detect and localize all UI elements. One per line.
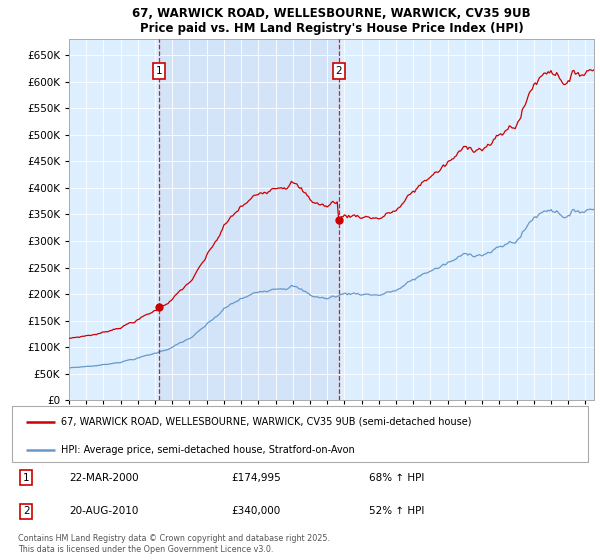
Text: 67, WARWICK ROAD, WELLESBOURNE, WARWICK, CV35 9UB (semi-detached house): 67, WARWICK ROAD, WELLESBOURNE, WARWICK,… [61,417,472,427]
Text: £174,995: £174,995 [231,473,281,483]
Text: HPI: Average price, semi-detached house, Stratford-on-Avon: HPI: Average price, semi-detached house,… [61,445,355,455]
Text: 22-MAR-2000: 22-MAR-2000 [70,473,139,483]
Text: 2: 2 [335,66,342,76]
Text: 52% ↑ HPI: 52% ↑ HPI [369,506,424,516]
Text: 2: 2 [23,506,30,516]
Bar [160,39,338,400]
Text: Contains HM Land Registry data © Crown copyright and database right 2025.
This d: Contains HM Land Registry data © Crown c… [18,534,330,553]
FancyBboxPatch shape [12,406,588,462]
Text: 68% ↑ HPI: 68% ↑ HPI [369,473,424,483]
Text: 1: 1 [156,66,163,76]
Text: 20-AUG-2010: 20-AUG-2010 [70,506,139,516]
Text: 1: 1 [23,473,30,483]
Text: £340,000: £340,000 [231,506,280,516]
Title: 67, WARWICK ROAD, WELLESBOURNE, WARWICK, CV35 9UB
Price paid vs. HM Land Registr: 67, WARWICK ROAD, WELLESBOURNE, WARWICK,… [132,7,531,35]
